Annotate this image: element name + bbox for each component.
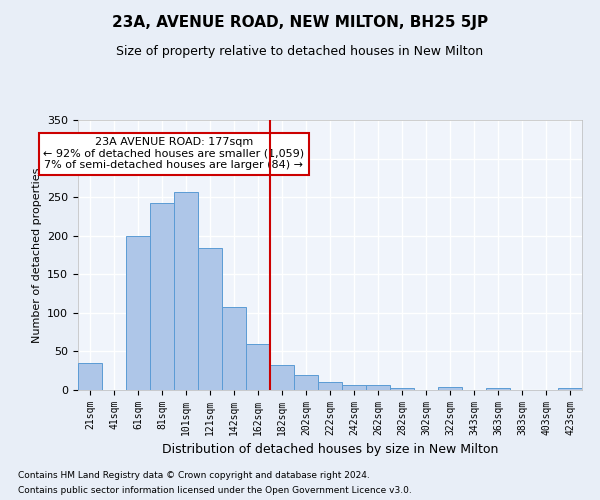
Bar [78, 363, 102, 390]
Text: Contains public sector information licensed under the Open Government Licence v3: Contains public sector information licen… [18, 486, 412, 495]
Bar [174, 192, 198, 390]
Bar [246, 344, 270, 390]
Y-axis label: Number of detached properties: Number of detached properties [32, 168, 41, 342]
Text: Contains HM Land Registry data © Crown copyright and database right 2024.: Contains HM Land Registry data © Crown c… [18, 471, 370, 480]
Bar [198, 248, 222, 390]
Bar [558, 388, 582, 390]
Text: 23A AVENUE ROAD: 177sqm
← 92% of detached houses are smaller (1,059)
7% of semi-: 23A AVENUE ROAD: 177sqm ← 92% of detache… [43, 137, 305, 170]
Bar [126, 236, 150, 390]
Bar [366, 386, 390, 390]
Bar [222, 306, 246, 390]
X-axis label: Distribution of detached houses by size in New Milton: Distribution of detached houses by size … [162, 444, 498, 456]
Text: Size of property relative to detached houses in New Milton: Size of property relative to detached ho… [116, 45, 484, 58]
Bar [150, 202, 174, 390]
Text: 23A, AVENUE ROAD, NEW MILTON, BH25 5JP: 23A, AVENUE ROAD, NEW MILTON, BH25 5JP [112, 15, 488, 30]
Bar [318, 382, 342, 390]
Bar [294, 376, 318, 390]
Bar [342, 386, 366, 390]
Bar [390, 388, 414, 390]
Bar [438, 387, 462, 390]
Bar [486, 388, 510, 390]
Bar [270, 366, 294, 390]
